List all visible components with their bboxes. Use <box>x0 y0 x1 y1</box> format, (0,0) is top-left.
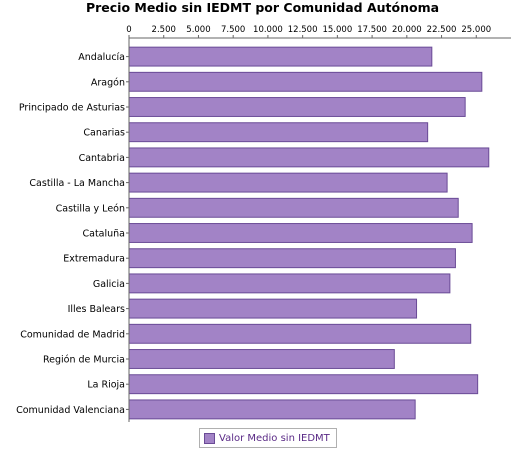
category-label: Aragón <box>91 77 125 88</box>
category-label: Galicia <box>93 279 125 290</box>
category-label: Andalucía <box>78 52 125 63</box>
bar <box>128 323 472 344</box>
category-label: Cantabria <box>79 153 125 164</box>
category-label: Cataluña <box>82 229 125 240</box>
category-label: Illes Balears <box>68 304 125 315</box>
category-label: Canarias <box>83 128 125 139</box>
bar <box>128 97 466 117</box>
category-label: Región de Murcia <box>43 355 125 366</box>
bar <box>128 248 456 269</box>
chart-legend: Valor Medio sin IEDMT <box>199 428 337 448</box>
bar <box>128 374 479 395</box>
category-label: Castilla y León <box>56 203 125 214</box>
category-label: Castilla - La Mancha <box>29 178 125 189</box>
x-tick-label: 10.000 <box>253 25 283 35</box>
x-tick-label: 5.000 <box>186 25 210 35</box>
x-tick-label: 25.000 <box>461 25 491 35</box>
bar <box>128 147 490 168</box>
x-tick-label: 22.500 <box>427 25 457 35</box>
bar <box>128 273 451 294</box>
bar <box>128 223 473 243</box>
x-tick-label: 20.000 <box>392 25 422 35</box>
bar <box>128 71 483 92</box>
bar <box>128 197 459 218</box>
category-label: Comunidad de Madrid <box>20 329 125 340</box>
bar <box>128 46 433 67</box>
legend-label: Valor Medio sin IEDMT <box>219 432 330 444</box>
legend-swatch <box>204 432 215 444</box>
x-tick-label: 2.500 <box>152 25 176 35</box>
x-tick-label: 0 <box>126 25 131 35</box>
bar <box>128 172 448 193</box>
bar <box>128 122 429 143</box>
x-tick-label: 7.500 <box>221 25 245 35</box>
category-label: Comunidad Valenciana <box>16 405 125 416</box>
bar <box>128 399 416 420</box>
x-tick-label: 15.000 <box>322 25 352 35</box>
bar <box>128 349 395 369</box>
category-label: La Rioja <box>87 380 125 391</box>
category-label: Principado de Asturias <box>19 103 125 114</box>
category-label: Extremadura <box>63 254 125 265</box>
bar <box>128 298 418 319</box>
x-tick-label: 12.500 <box>288 25 318 35</box>
x-tick-label: 17.500 <box>357 25 387 35</box>
chart-title: Precio Medio sin IEDMT por Comunidad Aut… <box>85 0 440 15</box>
